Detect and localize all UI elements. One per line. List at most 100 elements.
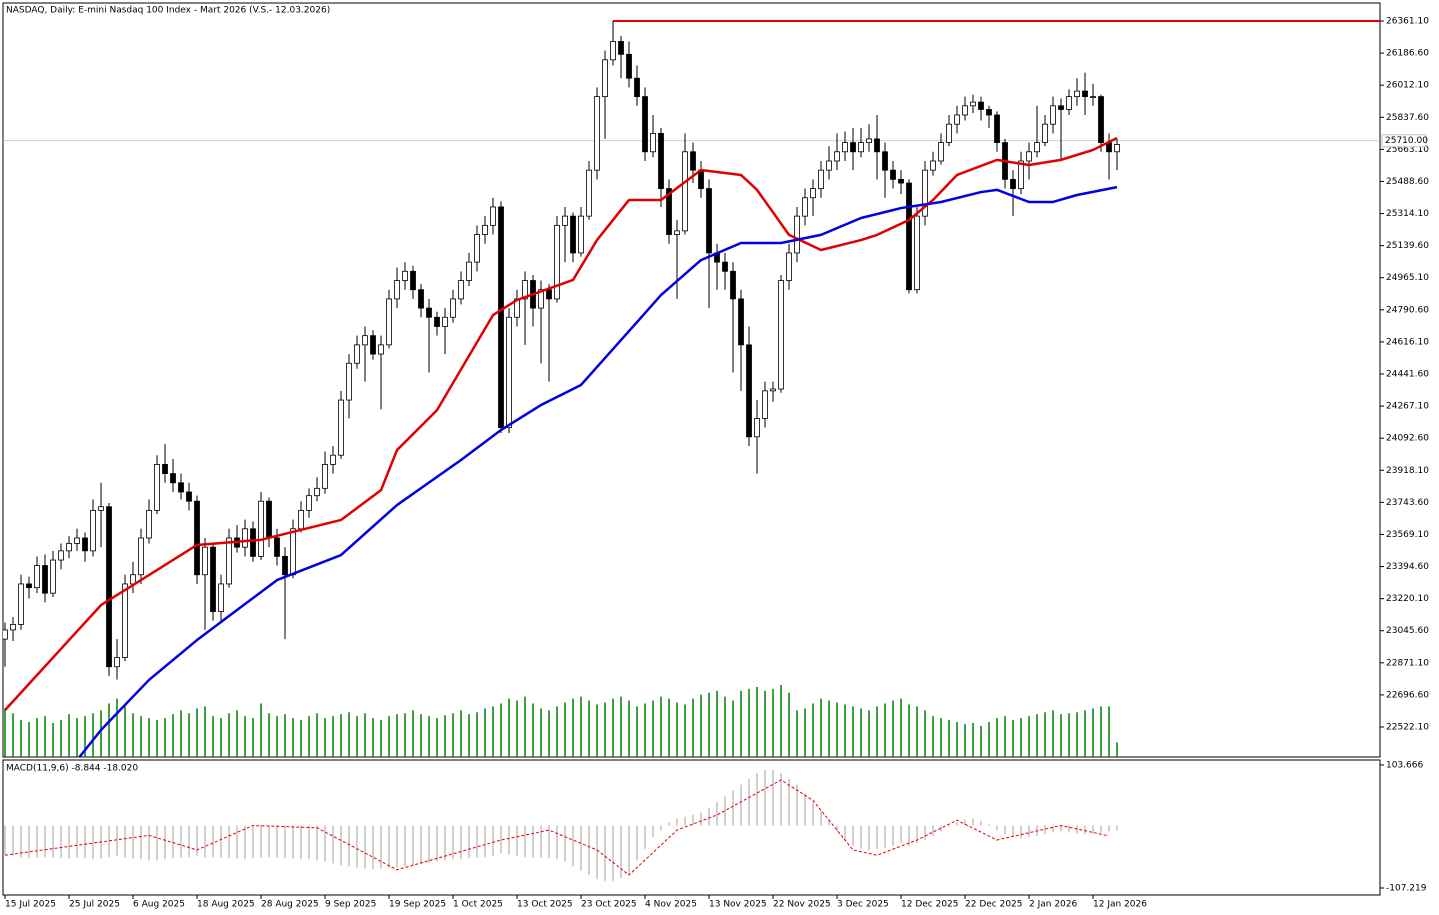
- candle-body: [1074, 90, 1080, 98]
- candle-body: [66, 543, 72, 552]
- candle-body: [122, 583, 128, 658]
- candle-body: [594, 96, 600, 171]
- candle-body: [338, 399, 344, 456]
- y-tick-label: 25488.60: [1386, 177, 1429, 187]
- candle-body: [442, 316, 448, 327]
- candle-body: [802, 197, 808, 217]
- candle-body: [866, 138, 872, 143]
- candle-body: [450, 298, 456, 318]
- macd-y-tick-label: -107.219: [1386, 884, 1427, 894]
- candle-body: [146, 509, 152, 539]
- y-tick-label: 22871.10: [1386, 658, 1429, 668]
- candle-body: [250, 528, 256, 557]
- x-tick-label: 28 Aug 2025: [261, 900, 319, 910]
- candle-body: [138, 537, 144, 576]
- y-tick-label: 23045.60: [1386, 626, 1429, 636]
- candle-body: [378, 344, 384, 355]
- candle-body: [194, 500, 200, 576]
- candle-body: [1058, 105, 1064, 110]
- x-tick-label: 12 Dec 2025: [901, 900, 959, 910]
- candle-body: [682, 151, 688, 232]
- candle-body: [362, 335, 368, 346]
- candle-body: [778, 280, 784, 390]
- candle-body: [658, 132, 664, 189]
- x-tick-label: 18 Aug 2025: [197, 900, 255, 910]
- y-tick-label: 23220.10: [1386, 594, 1429, 604]
- x-tick-label: 4 Nov 2025: [645, 900, 697, 910]
- candle-body: [898, 178, 904, 184]
- candle-body: [242, 528, 248, 548]
- moving-average: [4, 136, 1118, 711]
- candle-body: [746, 344, 752, 438]
- candle-body: [346, 362, 352, 401]
- candle-body: [1034, 142, 1040, 153]
- y-tick-label: 26361.10: [1386, 17, 1429, 27]
- candle-body: [842, 142, 848, 153]
- y-tick-label: 25139.60: [1386, 241, 1429, 251]
- candle-body: [522, 280, 528, 300]
- candle-body: [42, 565, 48, 594]
- candle-body: [874, 138, 880, 153]
- x-tick-label: 9 Sep 2025: [325, 900, 376, 910]
- moving-average: [77, 185, 1118, 757]
- candle-body: [74, 537, 80, 544]
- candle-body: [690, 151, 696, 171]
- macd-label: MACD(11,9,6) -8.844 -18.020: [6, 764, 138, 774]
- candle-body: [314, 487, 320, 497]
- price-label-box: [1381, 134, 1427, 148]
- candle-body: [642, 96, 648, 153]
- candle-body: [786, 252, 792, 281]
- candle-body: [386, 298, 392, 346]
- x-tick-label: 23 Oct 2025: [581, 900, 637, 910]
- y-tick-label: 25314.10: [1386, 209, 1429, 219]
- candle-body: [170, 473, 176, 484]
- candle-body: [938, 142, 944, 162]
- candle-body: [82, 537, 88, 552]
- candle-body: [106, 506, 112, 668]
- candle-body: [1026, 151, 1032, 162]
- price-label: 25710.00: [1385, 136, 1428, 146]
- candle-body: [266, 500, 272, 539]
- candle-body: [394, 280, 400, 300]
- candle-body: [290, 528, 296, 576]
- y-tick-label: 22696.60: [1386, 690, 1429, 700]
- x-tick-label: 15 Jul 2025: [5, 900, 56, 910]
- y-tick-label: 22522.10: [1386, 723, 1429, 733]
- macd-panel: [2, 759, 1381, 896]
- x-tick-label: 12 Jan 2026: [1093, 900, 1147, 910]
- candle-body: [946, 123, 952, 143]
- candle-body: [850, 142, 856, 153]
- y-tick-label: 24441.60: [1386, 370, 1429, 380]
- x-tick-label: 6 Aug 2025: [133, 900, 185, 910]
- candle-body: [298, 509, 304, 530]
- candle-body: [666, 188, 672, 235]
- candle-body: [546, 289, 552, 300]
- candle-body: [474, 234, 480, 263]
- candle-body: [954, 114, 960, 125]
- candle-body: [218, 583, 224, 612]
- candle-body: [410, 270, 416, 291]
- y-tick-label: 24267.10: [1386, 402, 1429, 412]
- y-tick-label: 23743.60: [1386, 498, 1429, 508]
- y-tick-label: 23569.10: [1386, 530, 1429, 540]
- signal-line: [4, 779, 1110, 876]
- candle-body: [586, 169, 592, 217]
- candle-body: [1090, 96, 1096, 99]
- candle-body: [202, 546, 208, 576]
- y-tick-label: 23394.60: [1386, 562, 1429, 572]
- candle-body: [906, 182, 912, 291]
- x-tick-label: 19 Sep 2025: [389, 900, 446, 910]
- candle-body: [618, 41, 624, 55]
- candle-body: [418, 289, 424, 309]
- candle-body: [3, 629, 8, 640]
- candle-body: [50, 559, 56, 594]
- candle-body: [962, 105, 968, 116]
- candle-body: [34, 565, 40, 589]
- candle-body: [994, 114, 1000, 143]
- candle-body: [226, 537, 232, 585]
- candle-body: [922, 169, 928, 217]
- candle-body: [402, 270, 408, 281]
- candle-body: [98, 506, 104, 511]
- candle-body: [770, 388, 776, 392]
- candle-body: [26, 583, 32, 589]
